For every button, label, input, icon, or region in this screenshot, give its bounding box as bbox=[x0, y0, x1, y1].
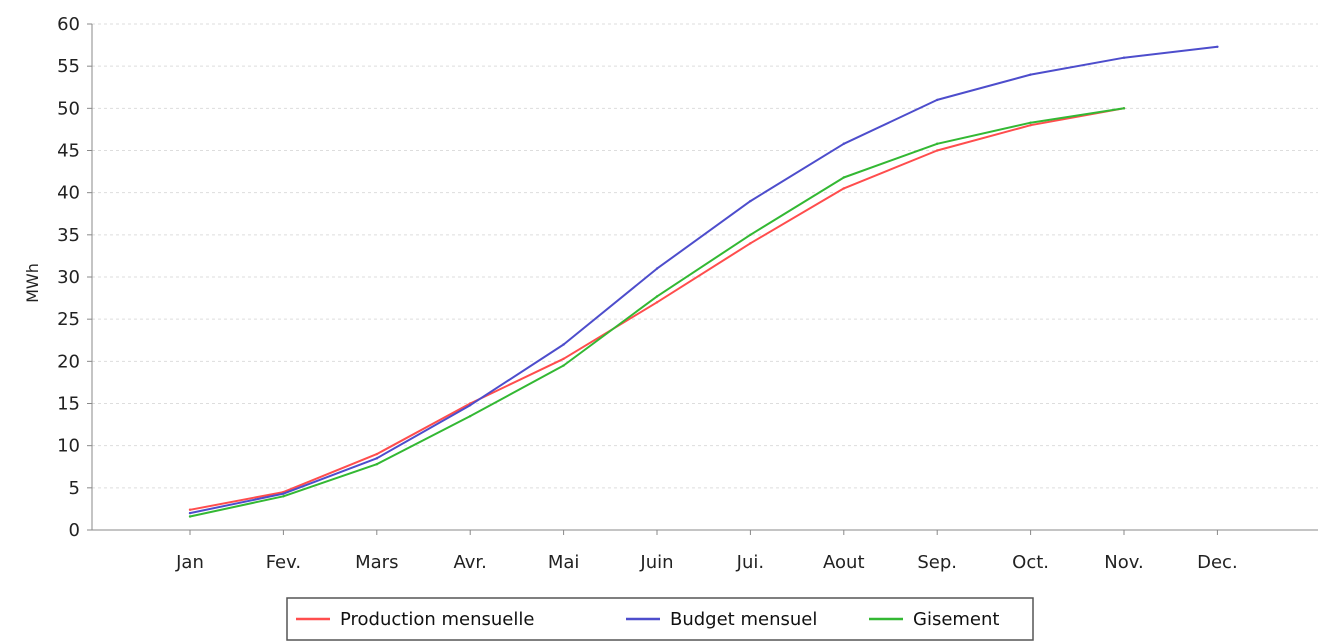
y-tick-label: 5 bbox=[69, 478, 80, 499]
series-line-1 bbox=[189, 107, 1125, 511]
data-point bbox=[749, 242, 752, 245]
axes bbox=[87, 23, 1318, 535]
data-point bbox=[1216, 45, 1219, 48]
x-tick-label: Juin bbox=[639, 552, 673, 573]
y-tick-label: 60 bbox=[57, 14, 80, 35]
data-point bbox=[375, 457, 378, 460]
x-tick-label: Mai bbox=[548, 552, 580, 573]
x-tick-label: Avr. bbox=[454, 552, 487, 573]
data-point bbox=[936, 142, 939, 145]
data-point bbox=[655, 267, 659, 270]
y-tick-label: 45 bbox=[57, 141, 80, 162]
x-tick-labels: Jan Fev. Mars Avr. Mai Juin Jui. Aout Sep. Oct. No… bbox=[175, 552, 1238, 573]
data-point bbox=[936, 98, 939, 102]
data-point bbox=[655, 295, 659, 298]
x-tick-label: Aout bbox=[823, 552, 864, 573]
x-tick-label: Jan bbox=[175, 552, 204, 573]
y-tick-labels: 0 5 10 15 20 25 30 35 40 45 50 55 60 bbox=[57, 14, 80, 541]
x-tick-label: Dec. bbox=[1197, 552, 1238, 573]
data-point bbox=[749, 199, 752, 203]
data-point bbox=[188, 515, 192, 518]
data-point bbox=[1029, 124, 1032, 127]
legend-label: Gisement bbox=[913, 609, 999, 630]
y-tick-label: 0 bbox=[69, 520, 80, 541]
y-tick-label: 25 bbox=[57, 309, 80, 330]
data-point bbox=[842, 142, 845, 145]
y-tick-label: 10 bbox=[57, 436, 80, 457]
gridlines bbox=[92, 23, 1318, 489]
series-line-3 bbox=[189, 107, 1125, 518]
data-point bbox=[188, 511, 192, 515]
data-point bbox=[469, 414, 472, 418]
data-point bbox=[282, 495, 285, 498]
x-tick-label: Fev. bbox=[266, 552, 301, 573]
data-point bbox=[562, 343, 565, 346]
data-point bbox=[1029, 73, 1032, 76]
data-point bbox=[842, 176, 845, 179]
data-point bbox=[562, 364, 565, 367]
x-tick-label: Nov. bbox=[1104, 552, 1143, 573]
y-tick-label: 15 bbox=[57, 394, 80, 415]
y-axis-title: MWh bbox=[23, 263, 42, 303]
y-tick-label: 40 bbox=[57, 183, 80, 204]
data-point bbox=[1122, 56, 1126, 59]
x-tick-label: Mars bbox=[355, 552, 398, 573]
y-tick-label: 30 bbox=[57, 267, 80, 288]
data-point bbox=[562, 357, 565, 361]
data-point bbox=[655, 301, 659, 304]
data-point bbox=[842, 187, 845, 190]
legend-label: Budget mensuel bbox=[670, 609, 817, 630]
x-tick-label: Jui. bbox=[736, 552, 764, 573]
legend: Production mensuelle Budget mensuel Giseme… bbox=[286, 597, 1034, 641]
data-point bbox=[375, 463, 378, 466]
y-tick-label: 50 bbox=[57, 98, 80, 119]
x-tick-label: Sep. bbox=[917, 552, 957, 573]
y-tick-label: 55 bbox=[57, 56, 80, 77]
data-point bbox=[1029, 121, 1032, 124]
data-point bbox=[749, 233, 752, 237]
y-tick-label: 35 bbox=[57, 225, 80, 246]
data-point bbox=[1122, 107, 1126, 110]
data-point bbox=[469, 403, 472, 407]
series-line-2 bbox=[189, 45, 1218, 515]
y-tick-label: 20 bbox=[57, 351, 80, 372]
x-tick-label: Oct. bbox=[1012, 552, 1049, 573]
data-point bbox=[282, 492, 285, 495]
data-point bbox=[936, 149, 939, 152]
series-lines bbox=[188, 45, 1219, 518]
legend-label: Production mensuelle bbox=[340, 609, 534, 630]
data-point bbox=[375, 452, 378, 456]
data-point bbox=[188, 508, 192, 511]
